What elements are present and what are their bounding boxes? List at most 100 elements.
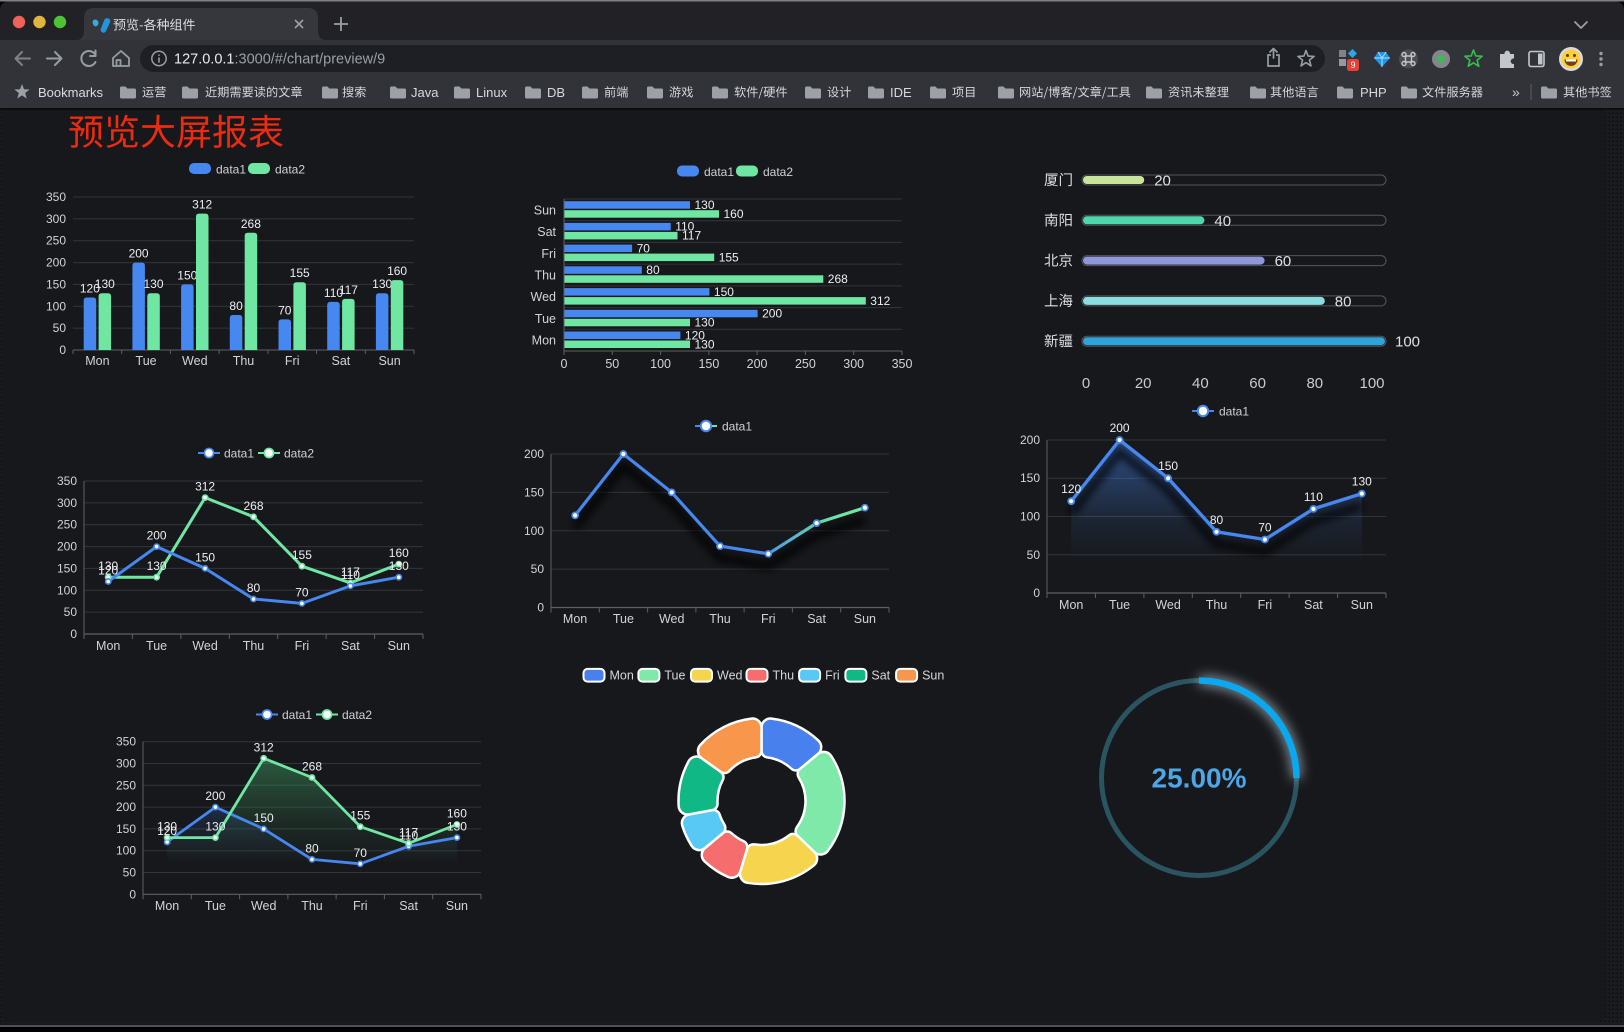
svg-text:200: 200 (57, 540, 77, 554)
svg-text:Linux: Linux (476, 85, 508, 100)
svg-text:data2: data2 (284, 447, 314, 461)
svg-text:200: 200 (205, 789, 225, 803)
svg-text:150: 150 (714, 285, 734, 299)
svg-text:130: 130 (695, 337, 715, 351)
svg-text:312: 312 (192, 198, 212, 212)
svg-text:150: 150 (177, 268, 197, 282)
svg-text:Wed: Wed (182, 354, 208, 368)
svg-text:50: 50 (123, 866, 137, 880)
svg-text:350: 350 (46, 190, 66, 204)
svg-text:»: » (1512, 84, 1520, 100)
svg-text:100: 100 (524, 524, 544, 538)
svg-text:130: 130 (695, 198, 715, 212)
svg-text:117: 117 (399, 825, 418, 839)
svg-text:60: 60 (1275, 253, 1292, 270)
svg-text:70: 70 (637, 241, 651, 255)
svg-text:150: 150 (524, 485, 544, 499)
svg-text:Thu: Thu (301, 899, 323, 913)
svg-text:130: 130 (695, 316, 715, 330)
svg-text:130: 130 (157, 820, 177, 834)
svg-text:200: 200 (747, 357, 768, 371)
svg-text:150: 150 (46, 277, 66, 291)
svg-text:268: 268 (241, 217, 261, 231)
svg-text:50: 50 (1027, 548, 1041, 562)
svg-text:data1: data1 (722, 420, 752, 434)
svg-text:Sat: Sat (807, 612, 826, 626)
svg-text:data1: data1 (216, 163, 246, 177)
svg-text:130: 130 (205, 820, 225, 834)
svg-text:Sat: Sat (1304, 598, 1323, 612)
svg-text:Fri: Fri (295, 639, 310, 653)
svg-text:0: 0 (70, 627, 77, 641)
svg-text:Sun: Sun (854, 612, 876, 626)
svg-text:Thu: Thu (773, 669, 795, 683)
svg-text:40: 40 (1192, 375, 1209, 392)
svg-text:117: 117 (341, 565, 360, 579)
svg-text:0: 0 (1082, 375, 1090, 392)
svg-text:data2: data2 (275, 163, 305, 177)
svg-text:130: 130 (1352, 475, 1372, 489)
svg-text:9: 9 (1350, 60, 1355, 70)
svg-text:Mon: Mon (610, 669, 634, 683)
svg-text:200: 200 (1020, 433, 1040, 447)
svg-text:Fri: Fri (353, 899, 368, 913)
svg-text:250: 250 (57, 518, 77, 532)
svg-text:300: 300 (46, 212, 66, 226)
svg-text:IDE: IDE (890, 85, 912, 100)
svg-text:117: 117 (682, 229, 701, 243)
svg-text:150: 150 (195, 550, 215, 564)
svg-text:110: 110 (324, 286, 343, 300)
svg-text:50: 50 (531, 562, 545, 576)
svg-text:DB: DB (547, 85, 565, 100)
svg-text:80: 80 (646, 263, 660, 277)
svg-text:70: 70 (295, 585, 309, 599)
svg-text:350: 350 (57, 474, 77, 488)
svg-text:Sun: Sun (1351, 598, 1373, 612)
svg-text:150: 150 (254, 811, 274, 825)
svg-text:120: 120 (1061, 482, 1081, 496)
svg-text:100: 100 (1359, 375, 1384, 392)
svg-text:100: 100 (46, 299, 66, 313)
svg-text:160: 160 (389, 546, 409, 560)
svg-text:100: 100 (1395, 334, 1420, 351)
svg-text:Wed: Wed (531, 290, 557, 304)
svg-text:Sat: Sat (341, 639, 360, 653)
svg-text:Java: Java (411, 85, 439, 100)
svg-text:Wed: Wed (1155, 598, 1181, 612)
svg-text:Wed: Wed (717, 669, 743, 683)
svg-text:20: 20 (1135, 375, 1152, 392)
svg-text:312: 312 (195, 480, 215, 494)
svg-text:110: 110 (1304, 490, 1323, 504)
svg-text:Sat: Sat (399, 899, 418, 913)
svg-text:117: 117 (339, 283, 358, 297)
svg-text:Mon: Mon (155, 899, 179, 913)
svg-text:Thu: Thu (233, 354, 255, 368)
svg-text:Sun: Sun (446, 899, 468, 913)
svg-text:0: 0 (59, 343, 66, 357)
svg-text:Sat: Sat (871, 669, 890, 683)
svg-text:Thu: Thu (243, 639, 265, 653)
svg-text:Fri: Fri (761, 612, 776, 626)
svg-text:200: 200 (1110, 421, 1130, 435)
svg-text:PHP: PHP (1360, 85, 1387, 100)
svg-text:Tue: Tue (664, 669, 685, 683)
svg-text:Thu: Thu (1206, 598, 1228, 612)
svg-text:268: 268 (828, 272, 848, 286)
svg-text:Fri: Fri (285, 354, 300, 368)
svg-text:160: 160 (724, 207, 744, 221)
svg-text:80: 80 (247, 581, 261, 595)
svg-text:100: 100 (1020, 510, 1040, 524)
svg-text:150: 150 (116, 822, 136, 836)
svg-text:110: 110 (675, 220, 694, 234)
svg-text:130: 130 (372, 277, 392, 291)
svg-text:Sun: Sun (922, 669, 944, 683)
svg-text:155: 155 (719, 250, 739, 264)
svg-text:70: 70 (354, 846, 368, 860)
svg-text:Mon: Mon (85, 354, 109, 368)
svg-text:150: 150 (1020, 471, 1040, 485)
svg-text:130: 130 (95, 277, 115, 291)
svg-text:Mon: Mon (532, 334, 556, 348)
svg-text:Wed: Wed (192, 639, 218, 653)
svg-text:120: 120 (685, 328, 705, 342)
svg-text:Sun: Sun (388, 639, 410, 653)
